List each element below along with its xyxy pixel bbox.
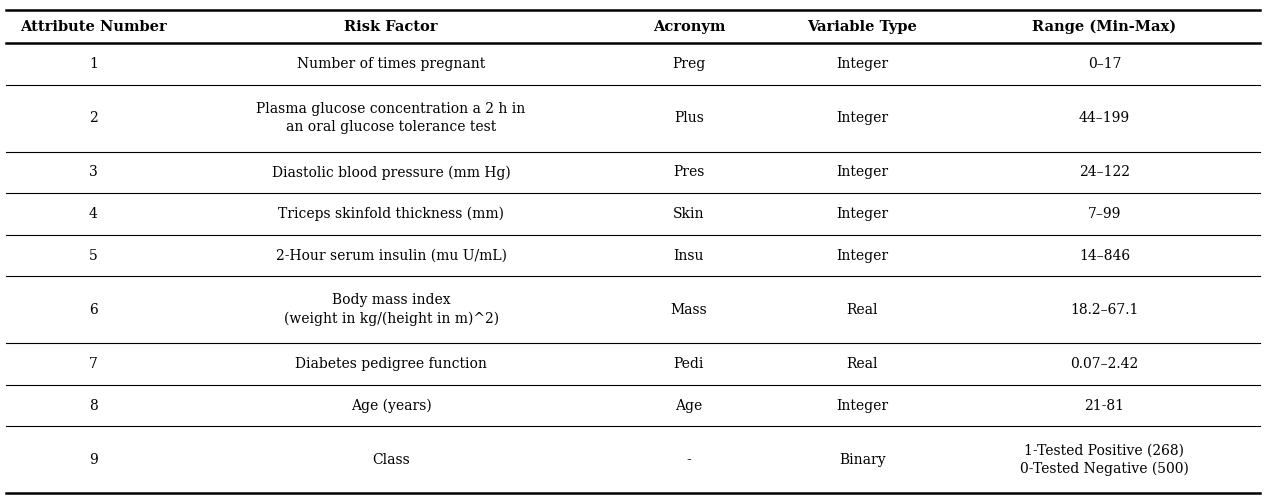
Text: Insu: Insu (674, 249, 704, 262)
Text: Integer: Integer (837, 207, 889, 221)
Text: Integer: Integer (837, 249, 889, 262)
Text: Acronym: Acronym (653, 19, 725, 34)
Text: Skin: Skin (674, 207, 705, 221)
Text: Mass: Mass (671, 303, 708, 317)
Text: Triceps skinfold thickness (mm): Triceps skinfold thickness (mm) (279, 207, 504, 221)
Text: Integer: Integer (837, 111, 889, 125)
Text: Real: Real (847, 357, 879, 371)
Text: Integer: Integer (837, 57, 889, 71)
Text: Plus: Plus (674, 111, 704, 125)
Text: 24–122: 24–122 (1079, 165, 1131, 179)
Text: Real: Real (847, 303, 879, 317)
Text: Integer: Integer (837, 398, 889, 412)
Text: 8: 8 (89, 398, 97, 412)
Text: -: - (686, 453, 691, 467)
Text: Class: Class (372, 453, 410, 467)
Text: 5: 5 (89, 249, 97, 262)
Text: Risk Factor: Risk Factor (344, 19, 438, 34)
Text: Diabetes pedigree function: Diabetes pedigree function (295, 357, 487, 371)
Text: Body mass index
(weight in kg/(height in m)^2): Body mass index (weight in kg/(height in… (284, 293, 499, 326)
Text: 21-81: 21-81 (1085, 398, 1124, 412)
Text: Plasma glucose concentration a 2 h in
an oral glucose tolerance test: Plasma glucose concentration a 2 h in an… (257, 102, 525, 134)
Text: 0.07–2.42: 0.07–2.42 (1070, 357, 1138, 371)
Text: 1-Tested Positive (268)
0-Tested Negative (500): 1-Tested Positive (268) 0-Tested Negativ… (1020, 443, 1189, 476)
Text: 44–199: 44–199 (1079, 111, 1131, 125)
Text: Pres: Pres (674, 165, 704, 179)
Text: 7–99: 7–99 (1087, 207, 1122, 221)
Text: Pedi: Pedi (674, 357, 704, 371)
Text: 0–17: 0–17 (1087, 57, 1122, 71)
Text: 7: 7 (89, 357, 97, 371)
Text: Attribute Number: Attribute Number (20, 19, 167, 34)
Text: Preg: Preg (672, 57, 705, 71)
Text: 6: 6 (89, 303, 97, 317)
Text: Variable Type: Variable Type (808, 19, 918, 34)
Text: 3: 3 (89, 165, 97, 179)
Text: 2-Hour serum insulin (mu U/mL): 2-Hour serum insulin (mu U/mL) (276, 249, 506, 262)
Text: Integer: Integer (837, 165, 889, 179)
Text: 4: 4 (89, 207, 97, 221)
Text: Age (years): Age (years) (351, 398, 432, 413)
Text: 14–846: 14–846 (1079, 249, 1131, 262)
Text: 9: 9 (89, 453, 97, 467)
Text: 1: 1 (89, 57, 97, 71)
Text: Number of times pregnant: Number of times pregnant (298, 57, 485, 71)
Text: 18.2–67.1: 18.2–67.1 (1070, 303, 1138, 317)
Text: 2: 2 (89, 111, 97, 125)
Text: Binary: Binary (839, 453, 886, 467)
Text: Diastolic blood pressure (mm Hg): Diastolic blood pressure (mm Hg) (272, 165, 510, 180)
Text: Age: Age (675, 398, 703, 412)
Text: Range (Min-Max): Range (Min-Max) (1032, 19, 1176, 34)
